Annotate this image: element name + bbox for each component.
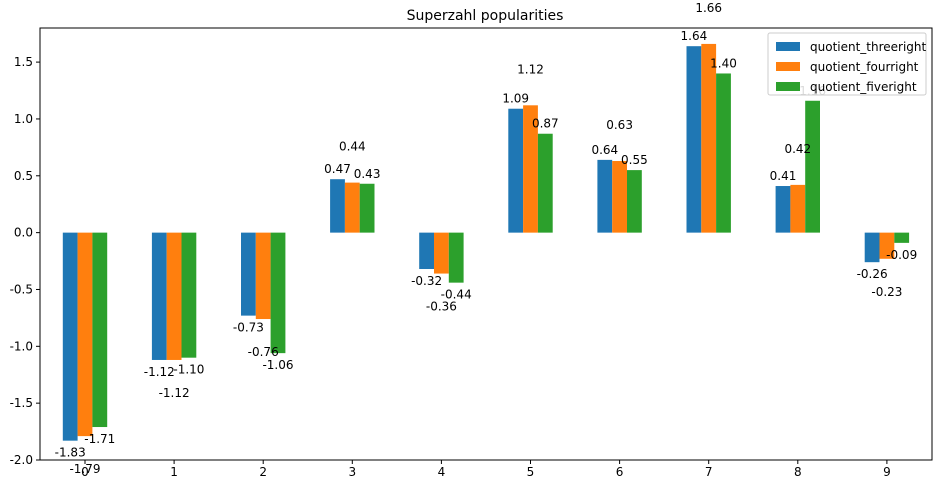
legend-label-quotient_threeright: quotient_threeright (810, 40, 927, 54)
legend-label-quotient_fourright: quotient_fourright (810, 60, 919, 74)
data-label-quotient_threeright-7: 1.64 (681, 29, 708, 43)
y-tick-label: -2.0 (10, 453, 33, 467)
data-label-quotient_threeright-1: -1.12 (144, 365, 175, 379)
bar-quotient_fiveright-2 (270, 232, 286, 354)
data-label-quotient_fiveright-2: -1.06 (262, 358, 293, 372)
x-tick-label: 7 (705, 465, 713, 479)
data-label-quotient_fiveright-3: 0.43 (354, 167, 381, 181)
bar-quotient_fourright-5 (523, 105, 538, 233)
data-label-quotient_threeright-8: 0.41 (770, 169, 797, 183)
x-tick-label: 1 (170, 465, 178, 479)
data-label-quotient_fourright-5: 1.12 (517, 62, 544, 76)
chart-title: Superzahl popularities (407, 8, 564, 24)
data-label-quotient_fourright-2: -0.76 (248, 345, 279, 359)
bars-layer (62, 43, 910, 441)
bar-quotient_fiveright-3 (359, 183, 375, 233)
bar-quotient_threeright-4 (419, 232, 434, 270)
legend: quotient_threeright quotient_fourrightquo… (767, 32, 927, 96)
x-tick-label: 4 (438, 465, 446, 479)
data-label-quotient_threeright-6: 0.64 (591, 143, 618, 157)
data-label-quotient_fourright-7: 1.66 (695, 1, 722, 15)
data-label-quotient_fourright-1: -1.12 (159, 386, 190, 400)
data-label-quotient_fiveright-9: -0.09 (886, 248, 917, 262)
bar-quotient_fourright-4 (434, 232, 449, 274)
data-label-quotient_threeright-9: -0.26 (857, 267, 888, 281)
y-tick-label: -1.0 (10, 339, 33, 353)
y-tick-label: -0.5 (10, 282, 33, 296)
data-label-quotient_threeright-2: -0.73 (233, 321, 264, 335)
legend-swatch-quotient_threeright (776, 42, 800, 51)
data-label-quotient_fourright-9: -0.23 (871, 285, 902, 299)
data-label-quotient_fourright-6: 0.63 (606, 118, 633, 132)
legend-swatch-quotient_fourright (776, 62, 800, 71)
bar-quotient_threeright-5 (508, 108, 524, 233)
data-label-quotient_threeright-0: -1.83 (55, 446, 86, 460)
bar-quotient_threeright-2 (241, 232, 256, 316)
axes-layer: -2.0 -1.5 -1.0 -0.5 0.0 0.5 1.0 1.5 0 1 2 3 4 5 6 7 8 9 (10, 27, 933, 479)
bar-quotient_fiveright-7 (716, 73, 731, 233)
x-tick-label: 3 (348, 465, 356, 479)
bar-quotient_fourright-1 (166, 232, 182, 360)
x-tick-label: 0 (81, 465, 89, 479)
data-label-quotient_threeright-5: 1.09 (502, 92, 529, 106)
bar-quotient_fiveright-4 (448, 232, 464, 283)
data-label-quotient_fiveright-0: -1.71 (84, 432, 115, 446)
data-label-quotient_threeright-4: -0.32 (411, 274, 442, 288)
bar-quotient_fourright-0 (77, 232, 93, 437)
bar-quotient_threeright-9 (864, 232, 880, 263)
bar-quotient_threeright-8 (775, 186, 791, 233)
x-tick-label: 2 (259, 465, 267, 479)
data-label-quotient_fourright-8: 0.42 (784, 142, 811, 156)
bar-quotient_threeright-0 (62, 232, 78, 441)
legend-swatch-quotient_fiveright (776, 82, 800, 91)
bar-quotient_fourright-8 (790, 184, 806, 233)
data-label-quotient_fiveright-7: 1.40 (710, 56, 737, 70)
bar-quotient_fourright-7 (701, 43, 717, 233)
plot-frame (39, 27, 933, 461)
bar-quotient_threeright-3 (330, 179, 345, 233)
bar-quotient_fiveright-8 (805, 100, 820, 233)
y-tick-label: 0.0 (14, 226, 33, 240)
bar-quotient_fiveright-6 (627, 170, 642, 233)
data-label-quotient_fourright-0: -1.79 (69, 462, 100, 476)
y-tick-label: 1.0 (14, 112, 33, 126)
y-tick-label: 1.5 (14, 55, 33, 69)
x-tick-label: 8 (794, 465, 802, 479)
bar-quotient_fiveright-9 (894, 232, 910, 243)
bar-quotient_threeright-1 (151, 232, 167, 360)
bar-quotient_threeright-7 (686, 46, 702, 233)
bar-quotient_fourright-6 (612, 161, 627, 233)
data-label-quotient_fourright-3: 0.44 (339, 140, 366, 154)
y-tick-label: -1.5 (10, 396, 33, 410)
x-tick-label: 5 (527, 465, 535, 479)
y-tick-label: 0.5 (14, 169, 33, 183)
bar-quotient_fiveright-5 (537, 133, 553, 233)
x-tick-label: 9 (883, 465, 891, 479)
legend-label-quotient_fiveright: quotient_fiveright (810, 80, 917, 94)
data-label-quotient_fiveright-4: -0.44 (441, 288, 472, 302)
data-label-quotient_fiveright-5: 0.87 (532, 117, 559, 131)
legend-box (767, 32, 927, 96)
x-tick-label: 6 (616, 465, 624, 479)
bar-quotient_fiveright-0 (92, 232, 108, 428)
bar-quotient_fourright-9 (879, 232, 895, 259)
data-label-quotient_fiveright-1: -1.10 (173, 363, 204, 377)
data-label-quotient_fiveright-6: 0.55 (621, 153, 648, 167)
bar-quotient_fiveright-1 (181, 232, 197, 358)
data-label-quotient_fourright-4: -0.36 (426, 300, 457, 314)
data-label-quotient_threeright-3: 0.47 (324, 162, 351, 176)
bar-quotient_fourright-2 (255, 232, 271, 320)
bar-quotient_fourright-3 (344, 182, 360, 233)
bar-quotient_threeright-6 (597, 159, 613, 233)
data-labels-layer: -1.83 -1.12 -0.73 0.47 -0.32 1.09 0.64 1.64 0.41… (55, 1, 918, 476)
